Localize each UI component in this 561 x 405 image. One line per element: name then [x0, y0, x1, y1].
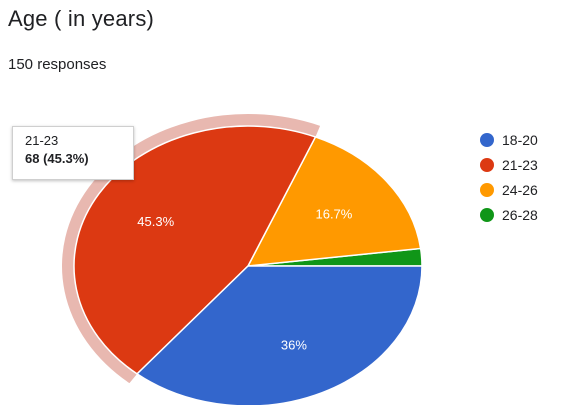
legend-item-21-23[interactable]: 21-23 [480, 152, 538, 177]
pie-slice-21-23[interactable] [73, 125, 317, 375]
legend-dot-18-20 [480, 132, 494, 147]
legend-label: 26-28 [502, 206, 538, 223]
chart-title: Age ( in years) [8, 6, 155, 31]
legend-item-24-26[interactable]: 24-26 [480, 177, 538, 202]
tooltip-value: 68 (45.3%) [25, 151, 89, 166]
slice-tooltip: 21-23 68 (45.3%) [12, 126, 134, 180]
legend-dot-24-26 [480, 182, 494, 197]
legend-label: 24-26 [502, 181, 538, 198]
slice-label-21-23: 45.3% [137, 214, 174, 229]
response-count: 150 responses [8, 56, 107, 73]
legend-label: 21-23 [502, 156, 538, 173]
legend-label: 18-20 [502, 131, 538, 148]
chart-legend: 18-20 21-23 24-26 26-28 [480, 127, 538, 227]
legend-dot-26-28 [480, 207, 494, 222]
pie-slice-24-26[interactable] [246, 136, 422, 267]
pie-slice-18-20[interactable] [135, 265, 423, 405]
slice-label-18-20: 36% [281, 338, 307, 353]
tooltip-category: 21-23 [25, 133, 59, 148]
slice-label-24-26: 16.7% [315, 207, 352, 222]
legend-item-18-20[interactable]: 18-20 [480, 127, 538, 152]
legend-dot-21-23 [480, 157, 494, 172]
legend-item-26-28[interactable]: 26-28 [480, 202, 538, 227]
